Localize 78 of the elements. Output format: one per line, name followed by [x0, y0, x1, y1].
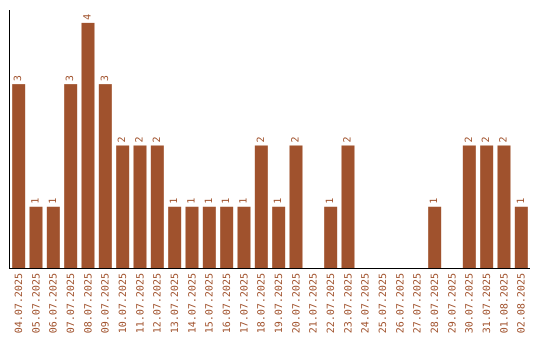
x-tick-label: 30.07.2025	[464, 273, 476, 334]
x-tick-label: 11.07.2025	[135, 273, 146, 334]
bar	[324, 206, 338, 268]
x-tick-label: 04.07.2025	[14, 273, 25, 334]
data-label: 1	[186, 198, 198, 204]
bar	[150, 145, 164, 268]
data-label: 1	[325, 198, 336, 204]
x-tick-label: 02.08.2025	[516, 273, 528, 334]
bar	[428, 206, 442, 268]
data-label: 1	[238, 198, 250, 204]
bar	[272, 206, 286, 268]
data-label: 1	[30, 198, 42, 204]
x-tick-label: 28.07.2025	[430, 273, 441, 334]
bar	[480, 145, 494, 268]
x-tick-label: 07.07.2025	[66, 273, 77, 334]
data-label: 3	[13, 75, 24, 82]
x-tick-label: 29.07.2025	[447, 273, 458, 334]
x-tick-label: 06.07.2025	[48, 273, 60, 334]
data-label: 1	[429, 198, 440, 204]
bar	[116, 145, 130, 268]
x-tick-label: 15.07.2025	[204, 273, 216, 334]
bar	[290, 145, 302, 268]
x-tick-label: 05.07.2025	[31, 273, 42, 334]
data-label: 2	[134, 136, 146, 142]
bar	[46, 206, 60, 268]
bar	[64, 84, 78, 268]
x-tick-label: 21.07.2025	[308, 273, 320, 334]
bar	[82, 22, 94, 268]
data-label: 2	[342, 136, 354, 142]
data-label: 1	[169, 198, 180, 204]
x-tick-label: 23.07.2025	[343, 273, 354, 334]
data-label: 1	[221, 198, 232, 204]
x-tick-label: 22.07.2025	[326, 273, 337, 334]
x-tick-label: 14.07.2025	[187, 273, 198, 334]
data-label: 1	[516, 198, 527, 204]
data-label: 2	[481, 136, 492, 142]
x-tick-label: 10.07.2025	[118, 273, 129, 334]
x-tick-label: 27.07.2025	[412, 273, 424, 334]
data-label: 2	[290, 136, 302, 142]
x-tick-label: 25.07.2025	[378, 273, 389, 334]
data-label: 2	[256, 136, 267, 142]
bar	[342, 145, 354, 268]
bar	[202, 206, 216, 268]
bar	[98, 84, 112, 268]
x-tick-label: 19.07.2025	[274, 273, 285, 334]
x-tick-label: 18.07.2025	[256, 273, 268, 334]
bar	[186, 206, 198, 268]
data-label: 2	[117, 136, 128, 142]
data-label: 2	[464, 136, 475, 142]
data-label: 1	[48, 198, 59, 204]
data-label: 2	[152, 136, 163, 142]
x-tick-label: 12.07.2025	[152, 273, 164, 334]
bar	[134, 145, 146, 268]
data-label: 3	[100, 75, 111, 82]
data-label: 1	[204, 198, 215, 204]
x-tick-label: 31.07.2025	[482, 273, 493, 334]
x-tick-label: 09.07.2025	[100, 273, 112, 334]
bar	[498, 145, 510, 268]
bar	[30, 206, 42, 268]
x-tick-label: 13.07.2025	[170, 273, 181, 334]
bar	[238, 206, 250, 268]
data-label: 2	[498, 136, 510, 142]
bar	[168, 206, 182, 268]
bar	[12, 84, 26, 268]
bar	[514, 206, 528, 268]
data-label: 4	[82, 14, 94, 20]
bar	[462, 145, 476, 268]
x-tick-label: 20.07.2025	[291, 273, 302, 334]
data-label: 1	[273, 198, 284, 204]
bar	[254, 145, 268, 268]
bar	[220, 206, 234, 268]
data-label: 3	[65, 75, 76, 82]
x-tick-label: 17.07.2025	[239, 273, 250, 334]
x-tick-label: 16.07.2025	[222, 273, 233, 334]
x-tick-label: 01.08.2025	[499, 273, 510, 334]
x-tick-label: 08.07.2025	[83, 273, 94, 334]
x-tick-label: 24.07.2025	[360, 273, 372, 334]
x-tick-label: 26.07.2025	[395, 273, 406, 334]
